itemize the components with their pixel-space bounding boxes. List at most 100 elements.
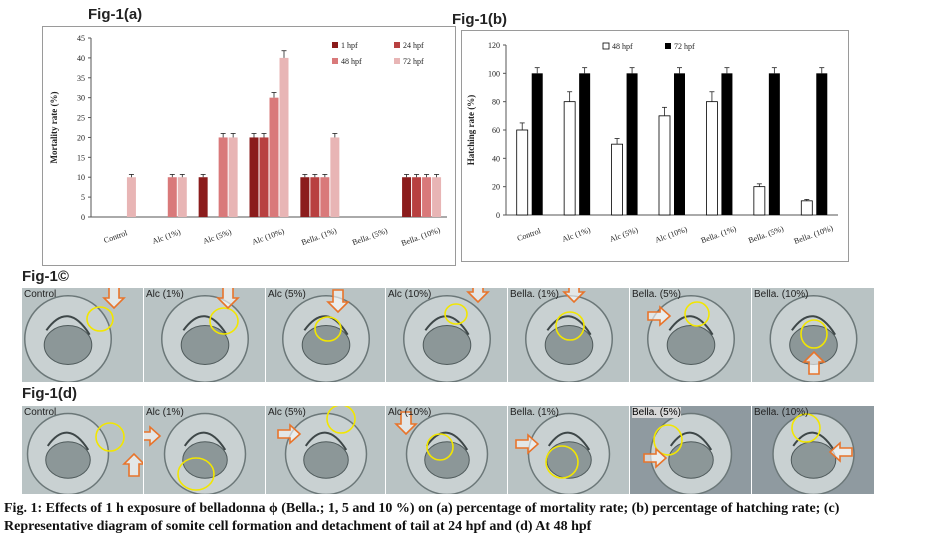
arrow-icon bbox=[144, 425, 162, 447]
y-tick-label: 60 bbox=[492, 126, 500, 135]
y-tick-label: 45 bbox=[77, 34, 85, 43]
embryo-body bbox=[304, 431, 348, 451]
highlight-circle-icon bbox=[444, 303, 468, 325]
legend-label: 1 hpf bbox=[341, 41, 358, 50]
y-tick-label: 15 bbox=[77, 153, 85, 162]
bar-4 bbox=[432, 177, 442, 217]
legend-label: 48 hpf bbox=[341, 57, 362, 66]
fig-c-panel-label: Bella. (5%) bbox=[632, 289, 681, 300]
y-tick-label: 30 bbox=[77, 94, 85, 103]
fig-c-title: Fig-1© bbox=[22, 268, 69, 285]
x-tick-label: Alc (10%) bbox=[654, 225, 689, 245]
arrow-icon bbox=[515, 433, 540, 455]
bar-3 bbox=[218, 137, 228, 217]
embryo-body bbox=[183, 431, 227, 451]
bar-1 bbox=[563, 101, 576, 216]
fig-d-panel-label: Alc (1%) bbox=[146, 407, 184, 418]
highlight-circle-icon bbox=[177, 457, 215, 491]
x-tick-label: Control bbox=[516, 226, 543, 243]
highlight-circle-icon bbox=[684, 301, 710, 327]
embryo-body bbox=[792, 431, 835, 451]
embryo-micrograph bbox=[144, 412, 247, 494]
yolk-sac bbox=[301, 325, 351, 365]
bar-2 bbox=[412, 177, 422, 217]
highlight-circle-icon bbox=[555, 311, 585, 341]
x-tick-label: Bella. (10%) bbox=[793, 223, 835, 246]
bar-2 bbox=[579, 73, 591, 215]
legend-swatch bbox=[394, 58, 400, 64]
fig-d-panel-label: Control bbox=[24, 407, 57, 418]
fig-c-panel-label: Control bbox=[24, 289, 57, 300]
yolk-sac bbox=[544, 325, 594, 365]
highlight-circle-icon bbox=[800, 319, 828, 349]
fig-d-panel: Alc (10%) bbox=[386, 406, 509, 494]
fig-c-panel-label: Bella. (10%) bbox=[754, 289, 809, 300]
arrow-icon bbox=[277, 423, 302, 445]
yolk-sac bbox=[43, 325, 93, 365]
fig-d-panel: Alc (1%) bbox=[144, 406, 266, 494]
embryo-micrograph bbox=[525, 288, 613, 382]
highlight-circle-icon bbox=[86, 306, 114, 332]
fig-c-panel: Alc (5%) bbox=[266, 288, 387, 382]
fig-d-panel: Bella. (5%) bbox=[630, 406, 753, 494]
hatching-chart-frame: 0 20 40 60 80 100 120 Hatching rate (%) Control A… bbox=[461, 30, 849, 262]
arrow-icon bbox=[466, 288, 490, 304]
arrow-icon bbox=[647, 305, 672, 327]
highlight-circle-icon bbox=[326, 406, 356, 434]
embryo-micrograph bbox=[24, 288, 126, 382]
y-axis-label: Mortality rate (%) bbox=[49, 92, 59, 164]
embryo-micrograph bbox=[769, 295, 858, 382]
figure-caption: Fig. 1: Effects of 1 h exposure of bella… bbox=[4, 501, 840, 534]
fig-c-panel: Alc (1%) bbox=[144, 288, 266, 382]
y-tick-label: 0 bbox=[496, 211, 500, 220]
y-tick-label: 20 bbox=[77, 133, 85, 142]
legend-swatch bbox=[602, 42, 610, 50]
y-tick-label: 40 bbox=[77, 54, 85, 63]
y-tick-label: 120 bbox=[488, 41, 500, 50]
x-tick-label: Bella. (10%) bbox=[400, 225, 442, 248]
embryo-body bbox=[546, 315, 592, 336]
bar-2 bbox=[259, 137, 269, 217]
bar-1 bbox=[611, 143, 623, 216]
fig-d-panel-label: Alc (5%) bbox=[268, 407, 306, 418]
legend-swatch bbox=[332, 58, 338, 64]
arrow-icon bbox=[102, 288, 126, 310]
x-tick-label: Alc (10%) bbox=[251, 227, 286, 247]
legend-label: 72 hpf bbox=[403, 57, 424, 66]
fig-c-panel: Bella. (5%) bbox=[630, 288, 753, 382]
bar-1 bbox=[753, 186, 766, 216]
fig-c-photo-row: Control Alc (1%) Alc (5%) Alc (10%) Bella. (… bbox=[22, 288, 875, 382]
bar-3 bbox=[320, 177, 330, 217]
bar-2 bbox=[531, 73, 543, 215]
bar-2 bbox=[674, 73, 685, 215]
bar-4 bbox=[228, 137, 238, 217]
y-axis-label: Hatching rate (%) bbox=[466, 95, 476, 165]
bar-2 bbox=[816, 73, 828, 215]
fig-d-panel-label: Alc (10%) bbox=[388, 407, 432, 418]
yolk-sac bbox=[303, 441, 349, 479]
y-tick-label: 20 bbox=[492, 183, 500, 192]
bar-3 bbox=[422, 177, 432, 217]
bar-2 bbox=[721, 73, 733, 215]
embryo-micrograph bbox=[282, 289, 370, 382]
embryo-micrograph bbox=[643, 412, 733, 494]
fig-c-panel-label: Alc (5%) bbox=[268, 289, 306, 300]
fig-c-panel: Control bbox=[22, 288, 144, 382]
x-tick-label: Alc (5%) bbox=[608, 225, 639, 244]
legend-label: 48 hpf bbox=[612, 42, 633, 51]
legend-label: 24 hpf bbox=[403, 41, 424, 50]
bar-1 bbox=[706, 101, 718, 216]
embryo-body bbox=[668, 315, 714, 336]
x-tick-label: Bella. (5%) bbox=[747, 224, 785, 245]
y-tick-label: 40 bbox=[492, 154, 500, 163]
bar-2 bbox=[626, 73, 638, 215]
arrow-icon bbox=[643, 447, 668, 469]
legend-swatch bbox=[394, 42, 400, 48]
y-tick-label: 10 bbox=[77, 173, 85, 182]
arrow-icon bbox=[216, 288, 240, 310]
arrow-icon bbox=[394, 411, 418, 436]
fig-c-panel: Bella. (1%) bbox=[508, 288, 631, 382]
bar-4 bbox=[279, 57, 289, 218]
embryo-body bbox=[425, 431, 469, 451]
bar-1 bbox=[300, 177, 310, 217]
